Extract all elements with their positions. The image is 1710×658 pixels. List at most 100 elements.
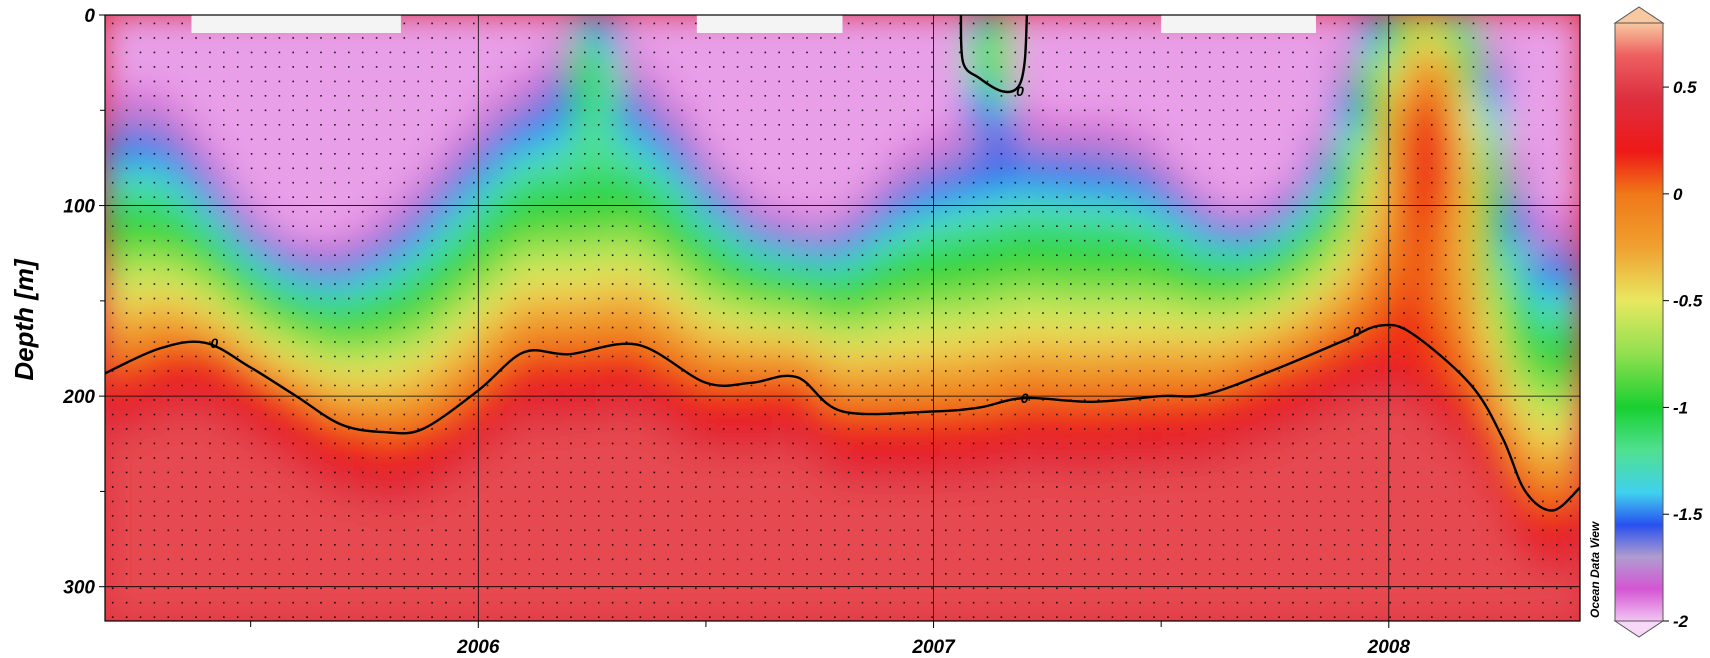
field-cell	[128, 256, 156, 274]
field-cell	[105, 44, 131, 62]
field-cell	[1357, 453, 1385, 471]
field-cell	[202, 468, 229, 486]
field-cell	[1259, 74, 1286, 92]
field-cell	[915, 195, 942, 213]
field-cell	[644, 604, 672, 621]
field-cell	[1480, 347, 1508, 365]
field-cell	[399, 513, 426, 532]
field-cell	[644, 120, 672, 138]
field-cell	[1505, 74, 1532, 92]
field-cell	[521, 29, 549, 47]
field-cell	[276, 74, 303, 92]
field-cell	[1308, 559, 1336, 577]
field-cell	[128, 589, 156, 607]
field-cell	[1111, 241, 1139, 259]
field-cell	[399, 332, 426, 350]
field-cell	[595, 423, 623, 441]
field-cell	[694, 301, 721, 319]
field-cell	[1185, 150, 1213, 168]
field-cell	[177, 589, 205, 607]
field-cell	[1111, 44, 1139, 62]
field-cell	[374, 210, 401, 229]
field-cell	[1333, 589, 1360, 607]
field-cell	[1284, 241, 1311, 259]
field-cell	[1111, 89, 1139, 107]
field-cell	[1161, 241, 1188, 259]
field-cell	[374, 589, 401, 607]
field-cell	[1554, 438, 1580, 456]
field-cell	[816, 332, 844, 350]
field-cell	[472, 256, 500, 274]
field-cell	[1333, 574, 1360, 592]
field-cell	[1284, 180, 1311, 198]
field-cell	[1480, 165, 1508, 183]
field-cell	[1185, 256, 1213, 274]
field-cell	[890, 453, 918, 471]
field-cell	[1259, 59, 1286, 77]
field-cell	[816, 438, 844, 456]
field-cell	[1087, 574, 1114, 592]
field-cell	[989, 574, 1016, 592]
field-cell	[1333, 544, 1360, 562]
field-cell	[767, 347, 795, 365]
field-cell	[1505, 407, 1532, 426]
field-cell	[989, 407, 1016, 426]
field-cell	[1013, 332, 1041, 350]
field-cell	[1234, 559, 1262, 577]
field-cell	[423, 59, 451, 77]
field-cell	[669, 135, 696, 153]
field-cell	[841, 104, 869, 123]
field-cell	[644, 392, 672, 410]
field-cell	[915, 104, 942, 123]
field-cell	[251, 544, 279, 562]
field-cell	[521, 332, 549, 350]
field-cell	[1136, 513, 1164, 532]
field-cell	[276, 317, 303, 335]
field-cell	[1259, 423, 1286, 441]
field-cell	[620, 423, 647, 441]
field-cell	[202, 362, 229, 380]
field-cell	[1087, 559, 1114, 577]
field-cell	[1062, 74, 1090, 92]
field-cell	[546, 468, 574, 486]
field-cell	[1038, 377, 1065, 395]
field-cell	[546, 150, 574, 168]
field-cell	[448, 589, 475, 607]
field-cell	[1111, 59, 1139, 77]
field-cell	[349, 498, 377, 516]
field-cell	[300, 468, 328, 486]
field-cell	[1087, 589, 1114, 607]
field-cell	[1161, 362, 1188, 380]
field-cell	[571, 286, 598, 304]
field-cell	[620, 226, 647, 244]
field-cell	[374, 226, 401, 244]
field-cell	[620, 317, 647, 335]
field-cell	[1456, 226, 1483, 244]
field-cell	[718, 423, 746, 441]
field-cell	[472, 498, 500, 516]
field-cell	[890, 271, 918, 289]
field-cell	[105, 407, 131, 426]
field-cell	[571, 559, 598, 577]
field-cell	[767, 332, 795, 350]
field-cell	[915, 210, 942, 229]
field-cell	[841, 362, 869, 380]
field-cell	[105, 15, 131, 32]
field-cell	[1087, 377, 1114, 395]
field-cell	[964, 29, 991, 47]
field-cell	[595, 59, 623, 77]
field-cell	[1456, 574, 1483, 592]
field-cell	[325, 529, 352, 547]
field-cell	[374, 241, 401, 259]
field-cell	[1357, 226, 1385, 244]
field-cell	[1234, 498, 1262, 516]
field-cell	[743, 135, 770, 153]
field-cell	[1456, 286, 1483, 304]
field-cell	[1161, 195, 1188, 213]
field-cell	[546, 15, 574, 32]
field-cell	[989, 165, 1016, 183]
field-cell	[571, 135, 598, 153]
field-cell	[866, 423, 893, 441]
field-cell	[521, 589, 549, 607]
field-cell	[1357, 150, 1385, 168]
